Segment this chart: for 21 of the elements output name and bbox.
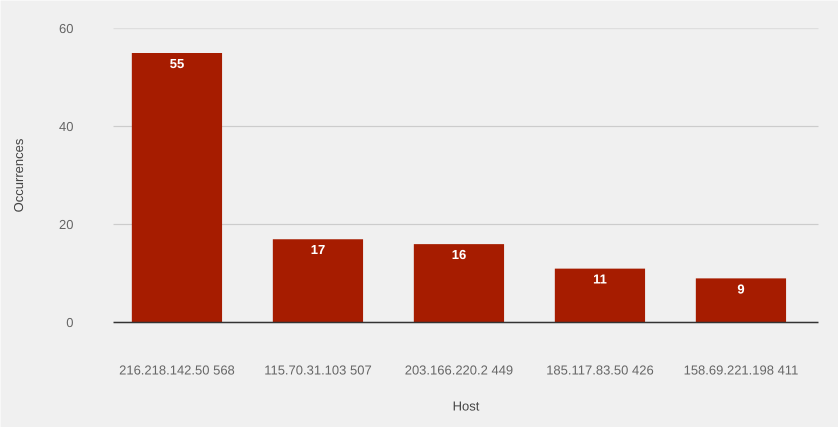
- data-label: 55: [170, 56, 184, 71]
- y-axis-title: Occurrences: [11, 138, 26, 212]
- y-tick-label: 60: [59, 21, 74, 36]
- y-tick-label: 20: [59, 217, 74, 232]
- bar: [696, 278, 786, 322]
- data-label: 9: [737, 281, 745, 296]
- data-label: 16: [452, 247, 466, 262]
- x-axis-title: Host: [452, 398, 480, 414]
- x-tick-label: 158.69.221.198 411: [684, 362, 798, 378]
- x-tick-label: 216.218.142.50 568: [119, 362, 235, 378]
- y-tick-label: 40: [59, 119, 74, 134]
- x-tick-label: 185.117.83.50 426: [546, 362, 654, 378]
- bar: [272, 239, 364, 322]
- data-label: 17: [310, 242, 326, 258]
- y-tick-label: 0: [66, 315, 74, 330]
- x-tick-label: 115.70.31.103 507: [264, 362, 372, 378]
- bar: [414, 244, 504, 322]
- bar: [132, 53, 222, 322]
- data-label: 11: [593, 272, 607, 287]
- x-tick-label: 203.166.220.2 449: [404, 362, 514, 378]
- bar: [554, 268, 646, 322]
